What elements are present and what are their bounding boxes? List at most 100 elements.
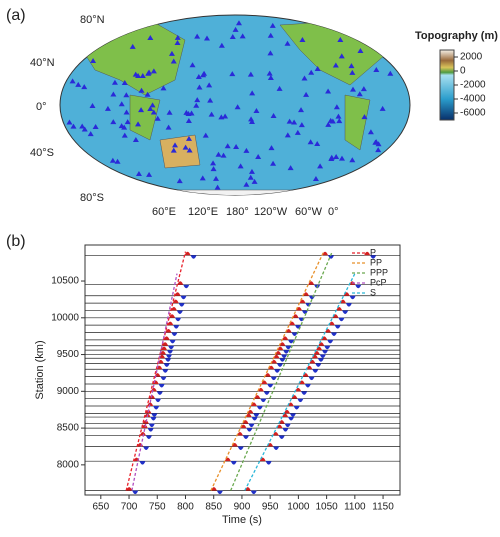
- wiggle: [312, 369, 319, 373]
- lat-label: 80°S: [80, 192, 104, 204]
- wiggle: [172, 299, 179, 304]
- station-marker: [165, 124, 172, 130]
- lon-label: 0°: [328, 206, 339, 218]
- station-marker: [234, 104, 241, 110]
- station-marker: [349, 157, 356, 163]
- x-tick-label: 950: [262, 502, 279, 513]
- x-tick-label: 1050: [315, 502, 338, 513]
- wiggle: [251, 417, 258, 421]
- station-marker: [90, 58, 97, 64]
- station-marker: [208, 111, 215, 117]
- station-marker: [249, 119, 256, 125]
- station-marker: [349, 69, 356, 75]
- colorbar-tick-label: -2000: [460, 80, 486, 91]
- panel-label: (a): [6, 7, 26, 24]
- station-marker: [206, 82, 213, 88]
- wiggle: [273, 354, 280, 359]
- wiggle: [308, 376, 315, 381]
- wiggle: [126, 487, 133, 491]
- wiggle: [162, 342, 169, 346]
- wiggle: [342, 310, 349, 314]
- wiggle: [210, 487, 217, 491]
- wiggle: [265, 461, 272, 465]
- station-marker: [193, 102, 200, 108]
- station-marker: [314, 140, 321, 146]
- wiggle: [285, 345, 292, 350]
- wiggle: [170, 306, 177, 311]
- station-marker: [269, 22, 276, 28]
- y-tick-label: 9500: [57, 349, 80, 360]
- legend-label: P: [370, 247, 376, 257]
- wiggle: [279, 342, 286, 346]
- station-marker: [249, 90, 256, 96]
- wiggle: [160, 376, 167, 381]
- wiggle: [216, 490, 223, 495]
- station-marker: [294, 129, 301, 135]
- station-marker: [92, 123, 99, 129]
- wiggle: [153, 406, 160, 410]
- phase-line: [210, 251, 325, 491]
- station-marker: [379, 105, 386, 111]
- wiggle: [260, 398, 267, 403]
- station-marker: [147, 106, 154, 112]
- station-marker: [89, 103, 96, 109]
- station-marker: [387, 70, 394, 76]
- wiggle: [292, 314, 299, 318]
- station-marker: [229, 33, 236, 39]
- station-marker: [166, 109, 173, 115]
- station-marker: [87, 131, 94, 137]
- wiggle: [174, 292, 181, 296]
- wiggle: [282, 336, 289, 340]
- station-marker: [182, 144, 189, 150]
- x-tick-label: 650: [92, 502, 109, 513]
- colorbar-title: Topography (m): [415, 30, 498, 42]
- legend-label: PPP: [370, 267, 388, 277]
- station-marker: [114, 158, 121, 164]
- station-marker: [203, 35, 210, 41]
- station-marker: [357, 48, 364, 54]
- wiggle: [291, 332, 298, 336]
- phase-line: [244, 273, 356, 491]
- station-marker: [170, 58, 177, 64]
- station-marker: [287, 165, 294, 171]
- station-marker: [138, 107, 145, 113]
- station-marker: [218, 42, 225, 48]
- station-marker: [121, 80, 128, 86]
- station-marker: [132, 137, 139, 143]
- station-marker: [146, 171, 153, 177]
- station-marker: [218, 114, 225, 120]
- wiggle: [301, 391, 308, 395]
- wiggle: [278, 420, 285, 424]
- wiggle: [242, 435, 249, 439]
- station-marker: [308, 69, 315, 75]
- station-marker: [144, 91, 151, 97]
- colorbar-tick-label: -4000: [460, 94, 486, 105]
- wiggle: [167, 321, 174, 326]
- station-marker: [104, 105, 111, 111]
- wiggle: [295, 387, 302, 392]
- wiggle: [297, 398, 304, 403]
- wiggle: [148, 423, 155, 428]
- station-marker: [172, 142, 179, 148]
- phase-line: [125, 251, 187, 491]
- wiggle: [254, 395, 261, 399]
- wiggle: [324, 345, 331, 350]
- wiggle: [139, 461, 146, 465]
- station-marker: [232, 26, 239, 32]
- wiggle: [277, 346, 284, 351]
- wiggle: [264, 373, 271, 377]
- station-marker: [185, 118, 192, 124]
- station-marker: [138, 87, 145, 93]
- station-marker: [109, 157, 116, 163]
- station-marker: [123, 109, 130, 115]
- station-marker: [121, 124, 128, 130]
- station-marker: [149, 102, 156, 108]
- wiggle: [364, 251, 371, 256]
- wiggle: [283, 350, 290, 354]
- colorbar: [439, 49, 455, 121]
- wiggle: [145, 435, 152, 439]
- wiggle: [147, 428, 154, 432]
- station-marker: [210, 166, 217, 172]
- station-marker: [299, 36, 306, 42]
- plot-frame: [84, 244, 401, 496]
